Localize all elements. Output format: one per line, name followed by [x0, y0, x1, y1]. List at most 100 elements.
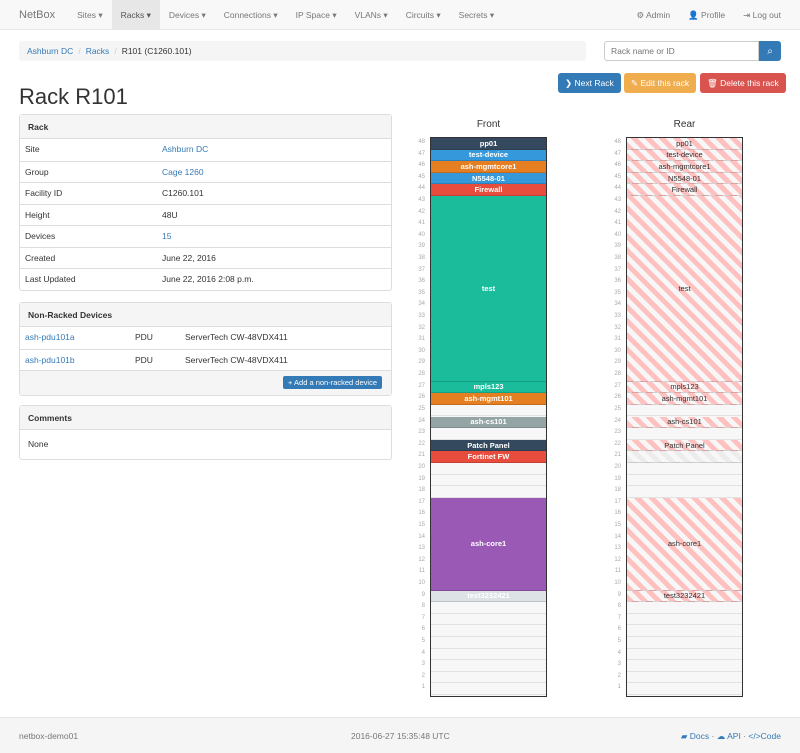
rack-device-rear[interactable]: test	[627, 196, 742, 382]
breadcrumb-current: R101 (C1260.101)	[121, 46, 192, 56]
unit-number: 27	[418, 382, 425, 389]
rack-device-front[interactable]: ash-cs101	[431, 416, 546, 429]
rack-unit-slot[interactable]	[627, 405, 742, 417]
row-value[interactable]: Cage 1260	[162, 166, 204, 177]
rack-device-front[interactable]: pp01	[431, 138, 546, 150]
rack-unit-slot[interactable]	[431, 672, 546, 684]
unit-number: 27	[614, 382, 621, 389]
admin-link[interactable]: ⚙ Admin	[636, 10, 671, 20]
device-type: ServerTech CW-48VDX411	[185, 354, 288, 365]
rack-device-front[interactable]: ash-mgmtcore1	[431, 161, 546, 173]
breadcrumb-site[interactable]: Ashburn DC	[27, 46, 74, 56]
rack-device-rear[interactable]: ash-mgmt101	[627, 393, 742, 405]
rack-device-rear[interactable]: Patch Panel	[627, 439, 742, 452]
footer-time: 2016-06-27 15:35:48 UTC	[351, 731, 450, 741]
nav-menu-item[interactable]: Secrets ▾	[458, 9, 495, 20]
row-label: Site	[25, 144, 40, 154]
unit-number: 3	[421, 661, 425, 668]
rack-device-rear[interactable]: ash-core1	[627, 497, 742, 591]
rack-unit-slot[interactable]	[627, 475, 742, 487]
rack-unit-slot[interactable]	[627, 649, 742, 661]
rack-unit-slot[interactable]	[627, 625, 742, 637]
nav-menu-item[interactable]: Connections ▾	[223, 9, 278, 20]
breadcrumb: Ashburn DC / Racks / R101 (C1260.101)	[19, 41, 586, 61]
rack-unit-slot[interactable]	[431, 463, 546, 475]
unit-number: 4	[617, 649, 621, 656]
logout-link[interactable]: ⇥ Log out	[743, 10, 781, 20]
delete-rack-button[interactable]: 🗑 Delete this rack	[700, 73, 786, 93]
edit-rack-button[interactable]: ✎ Edit this rack	[624, 73, 697, 93]
rack-unit-slot[interactable]	[431, 602, 546, 614]
device-link[interactable]: ash-pdu101a	[25, 332, 75, 342]
rack-device-rear[interactable]: test3232421	[627, 590, 742, 603]
rack-device-front[interactable]: Firewall	[431, 184, 546, 196]
nav-menu-item[interactable]: Racks ▾	[111, 0, 160, 30]
rack-device-rear[interactable]: ash-mgmtcore1	[627, 161, 742, 173]
breadcrumb-racks[interactable]: Racks	[85, 46, 110, 56]
rack-unit-slot[interactable]	[627, 614, 742, 626]
rack-unit-slot[interactable]	[431, 486, 546, 498]
rack-unit-slot[interactable]	[627, 683, 742, 695]
rack-device-front[interactable]: ash-core1	[431, 497, 546, 591]
rack-unit-slot[interactable]	[627, 486, 742, 498]
search-input[interactable]	[604, 41, 759, 61]
rack-unit-slot[interactable]	[431, 405, 546, 417]
rack-unit-slot[interactable]	[627, 637, 742, 649]
rack-unit-slot[interactable]	[627, 660, 742, 672]
unit-number: 14	[614, 533, 621, 540]
search-button[interactable]: ⌕	[759, 41, 781, 61]
rack-device-front[interactable]: mpls123	[431, 381, 546, 394]
unit-number: 42	[418, 208, 425, 215]
unit-number: 25	[418, 405, 425, 412]
nav-menu-item[interactable]: VLANs ▾	[354, 9, 388, 20]
unit-number: 48	[614, 139, 621, 145]
api-link[interactable]: ☁ API	[716, 731, 741, 741]
unit-number: 13	[614, 545, 621, 552]
rack-device-front[interactable]: N5548-01	[431, 172, 546, 185]
unit-number: 11	[418, 568, 425, 575]
rack-unit-slot[interactable]	[431, 475, 546, 487]
rack-device-rear[interactable]: N5548-01	[627, 172, 742, 185]
nav-menu-item[interactable]: Sites ▾	[77, 9, 103, 20]
brand-logo[interactable]: NetBox	[19, 8, 56, 21]
code-link[interactable]: </>Code	[748, 731, 781, 741]
unit-number: 15	[614, 521, 621, 528]
docs-link[interactable]: ▰ Docs	[680, 731, 710, 741]
rack-unit-slot[interactable]	[627, 672, 742, 684]
unit-number: 4	[421, 649, 425, 656]
nav-menu-item[interactable]: Circuits ▾	[405, 9, 441, 20]
rack-device-front[interactable]: test	[431, 196, 546, 382]
rack-unit-slot[interactable]	[431, 428, 546, 440]
rack-device-rear[interactable]: test-device	[627, 149, 742, 162]
rack-device-rear[interactable]: pp01	[627, 138, 742, 150]
rack-unit-slot[interactable]	[627, 602, 742, 614]
rack-device-front[interactable]: Patch Panel	[431, 439, 546, 452]
rack-unit-slot[interactable]	[431, 649, 546, 661]
profile-link[interactable]: 👤 Profile	[688, 10, 726, 20]
rack-unit-slot[interactable]	[431, 614, 546, 626]
unit-number: 14	[418, 533, 425, 540]
unit-number: 1	[617, 684, 621, 691]
table-row: ash-pdu101a PDU ServerTech CW-48VDX411	[20, 327, 391, 349]
nav-menu-item[interactable]: Devices ▾	[168, 9, 206, 20]
rack-device-front[interactable]: test-device	[431, 149, 546, 162]
row-value[interactable]: 15	[162, 231, 172, 241]
rack-device-front[interactable]: test3232421	[431, 590, 546, 603]
rack-device-rear[interactable]: mpls123	[627, 381, 742, 394]
rack-device-front[interactable]: Fortinet FW	[431, 451, 546, 463]
nav-menu-item[interactable]: IP Space ▾	[295, 9, 337, 20]
rack-device-rear[interactable]: Firewall	[627, 184, 742, 196]
rack-device-front[interactable]: ash-mgmt101	[431, 393, 546, 405]
rack-unit-slot[interactable]	[431, 637, 546, 649]
add-nonracked-button[interactable]: + Add a non-racked device	[282, 376, 382, 389]
rack-unit-slot[interactable]	[627, 463, 742, 475]
rack-unit-slot[interactable]	[627, 428, 742, 440]
row-value[interactable]: Ashburn DC	[162, 144, 209, 154]
device-link[interactable]: ash-pdu101b	[25, 354, 75, 365]
next-rack-button[interactable]: ❯ Next Rack	[558, 73, 621, 93]
rack-unit-slot[interactable]	[431, 625, 546, 637]
rack-unit-slot[interactable]	[431, 683, 546, 695]
rack-unit-slot[interactable]	[431, 660, 546, 672]
rack-device-rear[interactable]: ash-cs101	[627, 416, 742, 429]
rack-device-rear[interactable]	[627, 451, 742, 463]
